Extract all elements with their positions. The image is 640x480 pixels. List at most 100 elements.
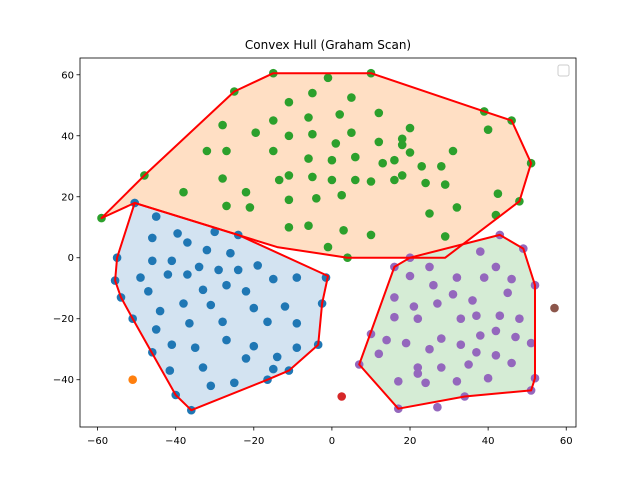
data-point-series-4 bbox=[413, 314, 423, 324]
data-point-series-4 bbox=[476, 331, 485, 340]
data-point-series-4 bbox=[394, 377, 403, 386]
data-point-series-2 bbox=[440, 232, 450, 241]
data-point-series-2 bbox=[397, 134, 407, 144]
data-point-series-2 bbox=[284, 195, 294, 205]
data-point-series-4 bbox=[511, 332, 520, 342]
y-tick-label: 40 bbox=[61, 131, 74, 142]
data-point-series-0 bbox=[292, 319, 302, 328]
data-point-series-0 bbox=[249, 303, 259, 313]
data-point-series-0 bbox=[190, 343, 200, 353]
hull-fill-2 bbox=[359, 234, 535, 409]
x-axis: −60 −40 −20 0 20 40 60 bbox=[87, 427, 573, 447]
data-point-series-0 bbox=[206, 300, 216, 310]
data-point-series-4 bbox=[456, 340, 466, 350]
data-point-series-0 bbox=[226, 248, 235, 258]
data-point-series-4 bbox=[437, 363, 446, 372]
data-point-series-2 bbox=[493, 189, 503, 198]
data-point-series-0 bbox=[292, 343, 302, 353]
x-tick-label: 40 bbox=[482, 436, 495, 447]
data-point-series-2 bbox=[274, 175, 284, 185]
data-point-series-2 bbox=[241, 187, 251, 197]
data-point-series-0 bbox=[165, 366, 175, 375]
data-point-series-2 bbox=[269, 116, 278, 125]
data-point-series-2 bbox=[405, 148, 415, 157]
plot-frame bbox=[79, 57, 577, 428]
data-point-series-2 bbox=[366, 230, 376, 240]
data-point-series-4 bbox=[433, 299, 442, 308]
data-point-series-0 bbox=[185, 319, 194, 328]
data-point-series-4 bbox=[452, 273, 462, 282]
data-point-series-2 bbox=[323, 73, 333, 83]
data-point-series-0 bbox=[194, 262, 204, 272]
hull-edge-1 bbox=[100, 72, 533, 259]
y-tick-label: 60 bbox=[61, 70, 74, 81]
data-point-series-4 bbox=[425, 262, 434, 272]
data-point-series-3 bbox=[337, 392, 347, 401]
data-point-series-2 bbox=[448, 146, 458, 156]
data-point-series-2 bbox=[378, 158, 388, 168]
data-point-series-4 bbox=[464, 360, 473, 369]
data-point-series-2 bbox=[405, 123, 415, 133]
data-point-series-0 bbox=[151, 325, 161, 334]
data-point-series-0 bbox=[253, 261, 262, 270]
data-point-series-0 bbox=[222, 335, 231, 345]
data-point-series-4 bbox=[413, 363, 423, 372]
data-point-series-2 bbox=[308, 129, 317, 139]
data-point-series-2 bbox=[304, 221, 313, 230]
data-point-series-2 bbox=[304, 113, 313, 122]
data-point-series-2 bbox=[251, 128, 260, 137]
data-point-series-4 bbox=[507, 274, 516, 284]
data-point-series-2 bbox=[347, 128, 356, 137]
data-point-series-0 bbox=[155, 306, 165, 316]
x-tick-label: −60 bbox=[87, 436, 108, 447]
data-point-series-4 bbox=[456, 314, 466, 324]
data-point-series-0 bbox=[233, 265, 243, 275]
data-point-series-2 bbox=[308, 172, 317, 182]
data-point-series-0 bbox=[269, 274, 278, 284]
data-point-series-0 bbox=[148, 233, 157, 243]
data-point-series-2 bbox=[390, 175, 399, 185]
data-point-series-2 bbox=[284, 223, 294, 232]
data-point-series-0 bbox=[272, 352, 282, 362]
data-point-series-0 bbox=[263, 317, 272, 327]
data-point-series-0 bbox=[198, 285, 208, 295]
data-point-series-0 bbox=[206, 381, 216, 391]
data-point-series-2 bbox=[284, 171, 294, 180]
data-point-series-2 bbox=[390, 155, 399, 165]
data-point-series-2 bbox=[437, 162, 446, 171]
data-point-series-4 bbox=[374, 349, 384, 359]
data-point-series-4 bbox=[472, 311, 481, 321]
data-point-series-4 bbox=[390, 312, 399, 322]
data-point-series-2 bbox=[374, 137, 384, 147]
data-point-series-0 bbox=[148, 256, 157, 266]
data-point-series-0 bbox=[198, 363, 208, 372]
data-point-series-2 bbox=[331, 139, 341, 148]
data-point-series-5 bbox=[550, 303, 559, 313]
data-point-series-0 bbox=[179, 299, 188, 308]
x-tick-label: 60 bbox=[560, 436, 573, 447]
data-point-series-4 bbox=[476, 247, 485, 256]
data-point-series-4 bbox=[401, 338, 411, 348]
data-point-series-4 bbox=[429, 280, 438, 290]
data-point-series-4 bbox=[472, 348, 481, 357]
data-point-series-4 bbox=[390, 293, 399, 302]
data-point-series-0 bbox=[230, 378, 239, 388]
data-point-series-2 bbox=[366, 177, 376, 186]
data-point-series-2 bbox=[351, 152, 360, 162]
data-point-series-4 bbox=[405, 271, 415, 281]
data-point-series-0 bbox=[241, 287, 251, 296]
data-point-series-2 bbox=[347, 93, 356, 102]
data-point-series-2 bbox=[327, 155, 337, 165]
data-point-series-4 bbox=[421, 378, 430, 388]
data-point-series-4 bbox=[409, 302, 419, 311]
data-point-series-4 bbox=[433, 402, 442, 412]
data-point-series-2 bbox=[323, 242, 333, 252]
data-point-series-4 bbox=[491, 326, 501, 336]
data-point-series-0 bbox=[222, 280, 231, 290]
data-point-series-4 bbox=[382, 335, 391, 345]
y-tick-label: −40 bbox=[53, 375, 74, 386]
data-point-series-0 bbox=[269, 364, 278, 374]
data-point-series-2 bbox=[327, 175, 337, 185]
x-tick-label: −40 bbox=[165, 436, 186, 447]
data-point-series-0 bbox=[136, 273, 145, 282]
